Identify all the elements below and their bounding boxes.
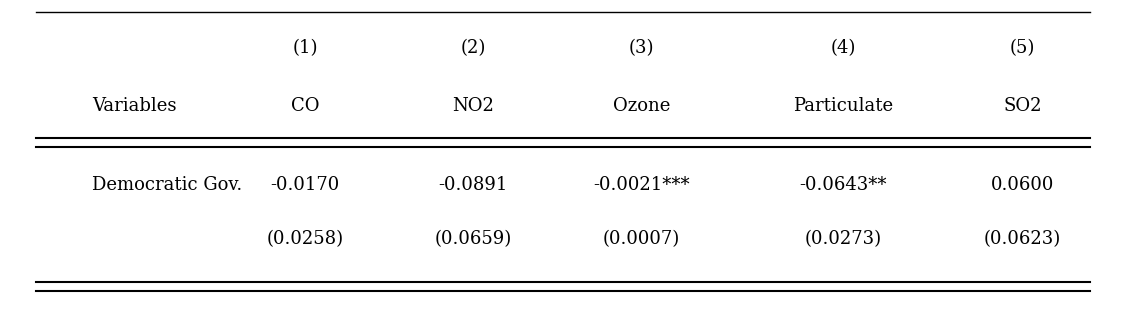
- Text: (5): (5): [1010, 39, 1035, 57]
- Text: (0.0258): (0.0258): [267, 231, 343, 248]
- Text: NO2: NO2: [453, 97, 494, 115]
- Text: (0.0273): (0.0273): [805, 231, 882, 248]
- Text: SO2: SO2: [1003, 97, 1042, 115]
- Text: -0.0891: -0.0891: [439, 176, 508, 194]
- Text: -0.0170: -0.0170: [270, 176, 340, 194]
- Text: Particulate: Particulate: [793, 97, 893, 115]
- Text: (4): (4): [830, 39, 856, 57]
- Text: Variables: Variables: [92, 97, 177, 115]
- Text: -0.0643**: -0.0643**: [799, 176, 887, 194]
- Text: CO: CO: [291, 97, 320, 115]
- Text: (0.0007): (0.0007): [602, 231, 680, 248]
- Text: (1): (1): [293, 39, 318, 57]
- Text: (0.0659): (0.0659): [435, 231, 512, 248]
- Text: Democratic Gov.: Democratic Gov.: [92, 176, 243, 194]
- Text: (0.0623): (0.0623): [984, 231, 1061, 248]
- Text: Ozone: Ozone: [613, 97, 670, 115]
- Text: (2): (2): [461, 39, 486, 57]
- Text: -0.0021***: -0.0021***: [593, 176, 690, 194]
- Text: (3): (3): [628, 39, 654, 57]
- Text: 0.0600: 0.0600: [991, 176, 1054, 194]
